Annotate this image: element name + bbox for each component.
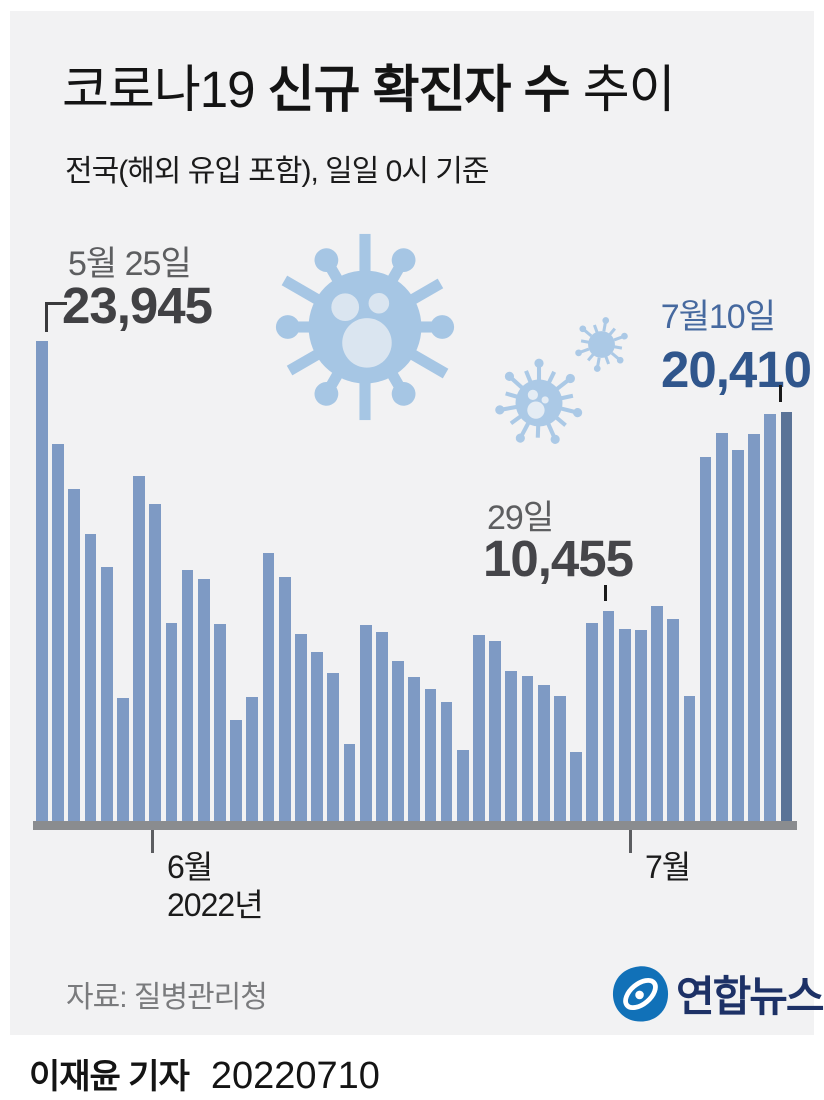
chart-bar-6-20 (456, 750, 469, 821)
chart-bar-6-22 (489, 641, 502, 821)
chart-bar-7-8 (748, 434, 761, 821)
chart-bar-6-16 (392, 661, 404, 821)
chart-bar-6-4 (197, 579, 210, 821)
chart-bar-6-23 (505, 671, 518, 821)
virus-icon-medium (495, 358, 583, 444)
chart-bar-6-25 (537, 685, 550, 821)
chart-bar-6-13 (343, 744, 356, 821)
chart-bar-7-6 (715, 433, 728, 821)
chart-bar-6-30 (618, 629, 631, 821)
title-bold: 신규 확진자 수 (267, 61, 571, 118)
chart-bar-6-1 (149, 504, 162, 821)
chart-bar-7-1 (634, 630, 647, 821)
annotation-jul10-label: 7월10일 (660, 298, 776, 336)
virus-icon-large (275, 233, 455, 421)
annotation-may25-bracket-line (45, 302, 67, 332)
x-axis-tick-june (151, 830, 154, 853)
chart-bar-6-26 (554, 696, 566, 821)
chart-bar-6-6 (230, 720, 243, 821)
chart-bar-5-25 (36, 341, 48, 821)
annotation-may25-label: 5월 25일 (68, 245, 192, 283)
byline: 이재윤 기자 20220710 (29, 1049, 380, 1098)
chart-bar-6-14 (359, 625, 372, 821)
chart-bar-5-27 (68, 489, 81, 821)
annotation-jul10: 7월10일 20,410 (660, 289, 812, 399)
chart-bar-6-15 (375, 632, 388, 821)
bar-chart (36, 341, 793, 821)
chart-bar-6-18 (424, 689, 437, 821)
chart-bar-5-30 (116, 698, 129, 821)
chart-bar-7-2 (651, 606, 663, 821)
byline-date: 20220710 (210, 1055, 380, 1097)
annotation-jun29-pointer-line (604, 585, 607, 601)
chart-bar-5-26 (52, 444, 64, 821)
title-light-1: 코로나19 (62, 61, 268, 118)
page-title: 코로나19 신규 확진자 수 추이 (62, 61, 676, 118)
chart-bar-5-31 (133, 476, 145, 821)
chart-bar-6-28 (586, 623, 599, 821)
x-axis-line (33, 821, 797, 830)
chart-bar-6-7 (246, 697, 259, 821)
chart-bar-7-4 (683, 696, 696, 821)
chart-bar-6-11 (311, 652, 323, 821)
yonhap-logo-icon (612, 965, 669, 1022)
data-source-text: 자료: 질병관리청 (66, 981, 268, 1014)
chart-bar-7-10 (780, 412, 793, 821)
chart-bar-7-9 (764, 414, 777, 821)
chart-bar-6-3 (181, 570, 194, 821)
annotation-jul10-pointer-line (779, 385, 782, 402)
x-axis-tick-july (629, 830, 632, 853)
chart-bar-6-5 (214, 624, 226, 821)
chart-bar-6-8 (262, 553, 275, 821)
chart-bar-6-2 (165, 623, 178, 821)
x-axis-label-july: 7월 (645, 849, 691, 885)
chart-bar-6-9 (278, 577, 291, 821)
yonhap-logo-text: 연합뉴스 (676, 973, 824, 1020)
chart-bar-5-28 (84, 534, 97, 821)
chart-bar-6-21 (473, 635, 485, 821)
annotation-jun29-label: 29일 (487, 499, 554, 537)
title-light-2: 추이 (569, 61, 676, 118)
chart-bar-7-7 (732, 450, 744, 821)
x-axis-label-year: 2022년 (167, 887, 264, 923)
chart-bar-7-5 (699, 457, 712, 821)
chart-bar-6-17 (408, 677, 421, 821)
chart-bar-6-19 (440, 702, 453, 821)
chart-bar-6-29 (602, 611, 615, 821)
chart-bar-6-12 (327, 673, 340, 821)
x-axis-label-june: 6월 (167, 849, 213, 885)
page-subtitle: 전국(해외 유입 포함), 일일 0시 기준 (65, 155, 489, 188)
virus-icon-small (575, 317, 628, 372)
chart-bar-6-10 (295, 634, 307, 821)
reporter-name: 이재윤 기자 (29, 1058, 190, 1096)
chart-bar-5-29 (100, 567, 113, 821)
annotation-jun29-value: 10,455 (483, 530, 634, 587)
chart-bar-6-27 (570, 752, 582, 821)
chart-bar-6-24 (521, 676, 534, 821)
annotation-may25-value: 23,945 (62, 277, 213, 334)
chart-bar-7-3 (667, 619, 680, 821)
yonhap-logo: 연합뉴스 (612, 963, 824, 1024)
annotation-jul10-value: 20,410 (661, 341, 812, 398)
